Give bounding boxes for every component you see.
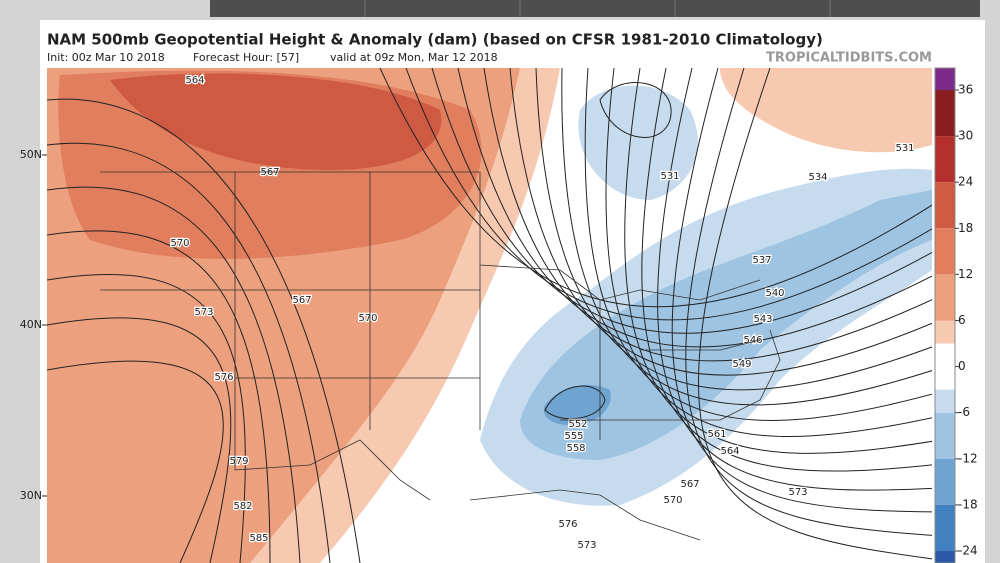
tab-dividers bbox=[364, 0, 831, 17]
contour-line bbox=[605, 68, 932, 437]
contour-label: 552 bbox=[568, 419, 587, 430]
contour-line bbox=[47, 230, 271, 563]
contour-line bbox=[47, 273, 246, 563]
contour-line bbox=[561, 68, 932, 406]
colorbar-segment bbox=[935, 412, 955, 459]
contour-line bbox=[483, 68, 932, 362]
colorbar-label: 24 bbox=[958, 175, 973, 189]
contour-line bbox=[379, 68, 932, 308]
colorbar-segment bbox=[935, 182, 955, 229]
contour-label: 573 bbox=[788, 487, 807, 498]
colorbar-segment bbox=[935, 343, 955, 390]
contour-label: 546 bbox=[743, 335, 762, 346]
colorbar-segment bbox=[935, 90, 955, 137]
latitude-label: 40N bbox=[20, 318, 42, 331]
contour-label: 567 bbox=[292, 295, 311, 306]
contour-line bbox=[47, 186, 301, 563]
colorbar-label: -6 bbox=[958, 405, 970, 419]
colorbar-segment bbox=[935, 504, 955, 551]
contour-label: 570 bbox=[663, 495, 682, 506]
contour-label: 573 bbox=[194, 307, 213, 318]
contour-label: 579 bbox=[229, 456, 248, 467]
contour-line bbox=[47, 317, 232, 563]
contour-line bbox=[685, 68, 932, 536]
colorbar-label: 0 bbox=[958, 359, 966, 373]
borders bbox=[100, 171, 781, 541]
valid-time: valid at 09z Mon, Mar 12 2018 bbox=[330, 51, 498, 64]
contour-label: 534 bbox=[808, 172, 827, 183]
contour-label: 558 bbox=[566, 443, 585, 454]
colorbar-segment bbox=[935, 228, 955, 275]
contour-label: 555 bbox=[564, 431, 583, 442]
contour-line bbox=[544, 385, 606, 420]
contour-line bbox=[47, 98, 361, 563]
colorbar-label: 36 bbox=[958, 83, 973, 97]
contour-label: 567 bbox=[680, 479, 699, 490]
colorbar-segment bbox=[935, 458, 955, 505]
anomaly-cold bbox=[578, 85, 698, 200]
contour-label: 531 bbox=[660, 171, 679, 182]
tab-bar bbox=[210, 0, 980, 17]
colorbar-frame bbox=[934, 67, 956, 563]
contour-label: 576 bbox=[214, 372, 233, 383]
contour-label: 570 bbox=[358, 313, 377, 324]
colorbar-segment bbox=[935, 551, 955, 563]
contour-label: 570 bbox=[170, 238, 189, 249]
colorbar-label: 6 bbox=[958, 313, 966, 327]
contour-line bbox=[671, 68, 932, 513]
contour-line bbox=[698, 68, 932, 560]
contour-line bbox=[599, 82, 672, 138]
anomaly-warm bbox=[110, 73, 442, 170]
colorbar-segment bbox=[935, 68, 955, 90]
contour-label: 543 bbox=[753, 314, 772, 325]
colorbar-label: -12 bbox=[958, 451, 978, 465]
contour-line bbox=[509, 68, 932, 376]
contour-label: 561 bbox=[707, 429, 726, 440]
colorbar-segment bbox=[935, 274, 955, 321]
latitude-label: 50N bbox=[20, 148, 42, 161]
contour-label: 564 bbox=[185, 75, 204, 86]
contour-label: 567 bbox=[260, 167, 279, 178]
contour-line bbox=[657, 68, 932, 491]
colorbar-segment bbox=[935, 136, 955, 183]
colorbar: 36 30 24 18 12 6 0 -6 -12 -18 -24 bbox=[934, 67, 978, 563]
contour-line bbox=[624, 68, 932, 454]
contour-label: 537 bbox=[752, 255, 771, 266]
contour-label: 582 bbox=[233, 501, 252, 512]
contour-label: 576 bbox=[558, 519, 577, 530]
contour-line bbox=[457, 68, 932, 348]
contour-line bbox=[47, 142, 331, 563]
anomaly-cold bbox=[543, 385, 611, 425]
colorbar-label: -24 bbox=[958, 544, 978, 558]
contour-line bbox=[584, 68, 932, 421]
contour-label: 531 bbox=[895, 143, 914, 154]
title: NAM 500mb Geopotential Height & Anomaly … bbox=[47, 31, 823, 49]
latitude-axis: 50N 40N 30N bbox=[20, 148, 47, 502]
anomaly-cold bbox=[520, 190, 932, 460]
contour-line bbox=[47, 360, 224, 563]
colorbar-label: 18 bbox=[958, 221, 973, 235]
contour-label: 549 bbox=[732, 359, 751, 370]
colorbar-label: 12 bbox=[958, 267, 973, 281]
contour-label: 564 bbox=[720, 446, 739, 457]
contour-label: 540 bbox=[765, 288, 784, 299]
init: Init: 00z Mar 10 2018 bbox=[47, 51, 165, 64]
source: TROPICALTIDBITS.COM bbox=[766, 51, 932, 66]
anomaly-warm bbox=[720, 68, 932, 153]
contour-line bbox=[431, 68, 932, 334]
colorbar-label: -18 bbox=[958, 497, 978, 511]
forecast-hour: Forecast Hour: [57] bbox=[193, 51, 299, 64]
latitude-label: 30N bbox=[20, 489, 42, 502]
colorbar-label: 30 bbox=[958, 129, 973, 143]
contour-label: 585 bbox=[249, 533, 268, 544]
contour-label: 573 bbox=[577, 540, 596, 551]
